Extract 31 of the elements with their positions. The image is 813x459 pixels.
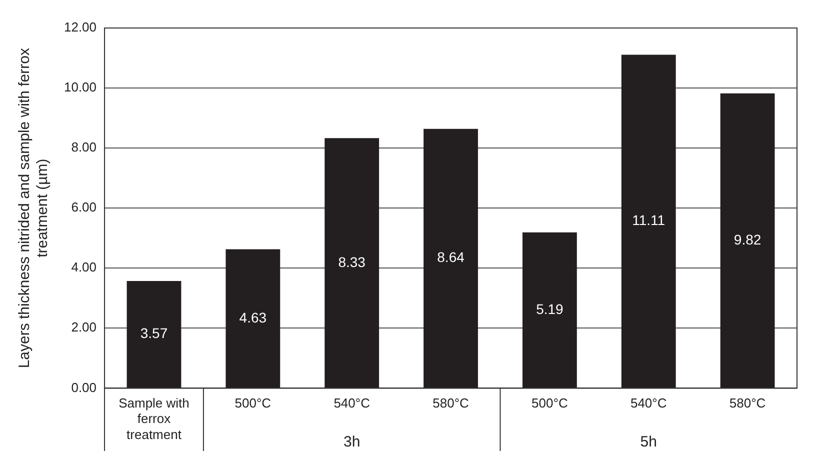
- y-tick-label: 10.00: [64, 80, 97, 95]
- x-tick-label: 540°C: [630, 396, 667, 411]
- x-tick-label: 540°C: [334, 396, 370, 411]
- bar: [324, 138, 380, 388]
- bar: [126, 281, 182, 388]
- y-tick-label: 6.00: [71, 200, 97, 215]
- y-tick-label: 4.00: [71, 260, 97, 275]
- data-label: 8.64: [437, 249, 465, 266]
- data-label: 8.33: [338, 254, 366, 270]
- data-label: 5.19: [536, 300, 564, 317]
- bar: [621, 54, 676, 388]
- x-tick-label: 500°C: [532, 396, 568, 411]
- bar: [226, 249, 280, 388]
- y-tick-label: 2.00: [71, 320, 97, 335]
- x-tick-label: Sample with ferrox treatment: [118, 396, 190, 442]
- bar: [522, 232, 577, 388]
- data-label: 11.11: [632, 212, 666, 228]
- y-tick-label: 0.00: [71, 380, 97, 395]
- y-tick-label: 12.00: [64, 20, 97, 35]
- y-tick-label: 8.00: [71, 140, 97, 155]
- data-label: 3.57: [140, 325, 168, 342]
- bar: [720, 93, 775, 388]
- x-tick-label: 580°C: [729, 396, 766, 411]
- text: 3h: [344, 433, 360, 450]
- x-tick-label: 500°C: [234, 396, 272, 411]
- data-label: 9.82: [734, 231, 762, 248]
- x-tick-label: 580°C: [432, 396, 469, 411]
- text: 5h: [640, 433, 657, 450]
- bar: [424, 128, 478, 388]
- y-axis-title: Layers thickness nitrided and sample with ferrox treatment (µm): [16, 48, 52, 368]
- data-label: 4.63: [239, 309, 267, 326]
